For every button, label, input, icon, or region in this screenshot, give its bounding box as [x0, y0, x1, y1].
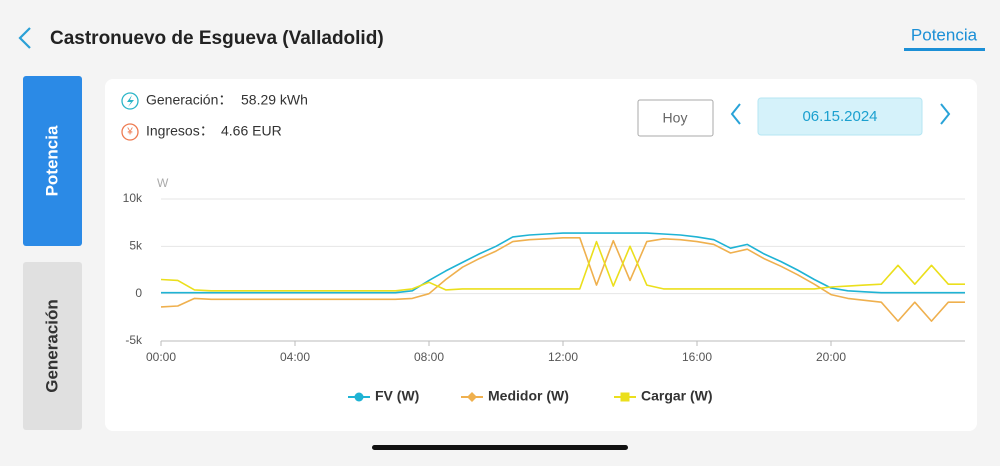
- page-title: Castronuevo de Esgueva (Valladolid): [50, 28, 384, 49]
- legend-marker: [620, 392, 630, 402]
- top-tab[interactable]: Potencia: [911, 25, 978, 44]
- date-label[interactable]: 06.15.2024: [802, 108, 877, 125]
- summary-value: 4.66 EUR: [221, 123, 282, 139]
- income-icon-glyph: ¥: [126, 127, 133, 138]
- y-tick-label: 5k: [129, 239, 143, 253]
- bolt-icon: [127, 95, 134, 107]
- x-tick-label: 08:00: [414, 350, 444, 364]
- legend-label: Cargar (W): [641, 388, 713, 404]
- x-tick-label: 04:00: [280, 350, 310, 364]
- legend-label: Medidor (W): [488, 388, 569, 404]
- x-tick-label: 16:00: [682, 350, 712, 364]
- legend-marker: [467, 392, 477, 402]
- x-tick-label: 12:00: [548, 350, 578, 364]
- y-tick-label: 0: [135, 286, 142, 300]
- card: [105, 79, 977, 431]
- summary-value: 58.29 kWh: [241, 92, 308, 108]
- y-tick-label: -5k: [125, 333, 143, 347]
- side-tab[interactable]: [23, 262, 82, 430]
- series-line: [160, 237, 965, 322]
- next-day[interactable]: [940, 103, 951, 125]
- income-icon: [121, 123, 139, 141]
- side-tab-label[interactable]: Potencia: [42, 125, 61, 196]
- side-tab-active[interactable]: [23, 76, 82, 246]
- series-line: [161, 232, 965, 294]
- tab-underline: [904, 48, 985, 51]
- y-unit: W: [157, 176, 169, 190]
- generation-icon: [121, 92, 139, 110]
- series-line: [160, 240, 965, 292]
- legend-marker: [354, 392, 364, 402]
- x-tick-label: 20:00: [816, 350, 846, 364]
- today-button[interactable]: [637, 99, 714, 137]
- x-tick-label: 00:00: [146, 350, 176, 364]
- chart: -5k 0 5k 10k 00:00 04:00 08:00 12:00 16:00 20:00 F…: [123, 191, 965, 404]
- prev-day[interactable]: [730, 103, 741, 125]
- date-field[interactable]: [757, 97, 923, 136]
- legend-label: FV (W): [375, 388, 419, 404]
- y-tick-label: 10k: [123, 191, 143, 205]
- home-indicator: [372, 445, 628, 450]
- summary-label: Ingresos：: [146, 123, 214, 139]
- side-tab-label[interactable]: Generación: [42, 299, 61, 393]
- today-button-label[interactable]: Hoy: [663, 110, 688, 126]
- back-button[interactable]: [18, 27, 31, 49]
- summary-label: Generación：: [146, 92, 232, 108]
